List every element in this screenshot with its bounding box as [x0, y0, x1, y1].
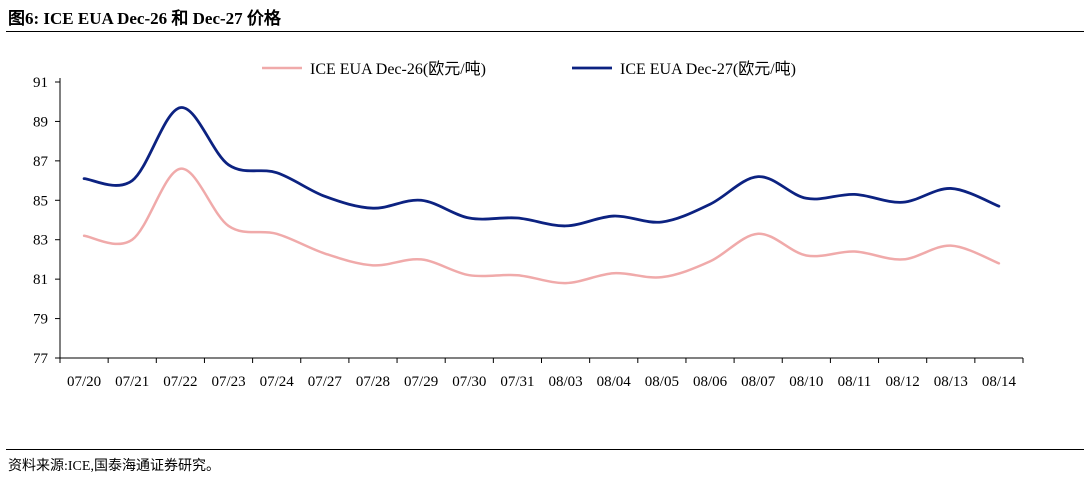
x-tick-label: 07/28 — [356, 374, 390, 390]
y-tick-label: 85 — [33, 193, 48, 209]
y-tick-label: 87 — [33, 154, 49, 170]
source-rule — [6, 449, 1084, 450]
axes: 77 79 81 83 85 87 89 91 07/20 07/21 07/22 07/23 07/2… — [33, 75, 1024, 390]
y-tick-label: 77 — [33, 351, 49, 367]
x-tick-label: 07/22 — [163, 374, 197, 390]
y-tick-label: 79 — [33, 312, 48, 328]
legend-label-1: ICE EUA Dec-26(欧元/吨) — [310, 60, 486, 78]
y-tick-label: 89 — [33, 114, 48, 130]
x-tick-label: 08/07 — [741, 374, 776, 390]
series-line-1 — [82, 167, 1001, 285]
x-tick-label: 08/03 — [548, 374, 582, 390]
x-tick-label: 07/27 — [308, 374, 343, 390]
y-tick-label: 91 — [33, 75, 48, 91]
x-tick-label: 08/06 — [693, 374, 728, 390]
x-tick-label: 07/31 — [500, 374, 534, 390]
x-tick-label: 07/29 — [404, 374, 438, 390]
title-rule — [6, 31, 1084, 32]
x-tick-label: 08/05 — [645, 374, 679, 390]
x-tick-label: 07/20 — [67, 374, 101, 390]
x-tick-label: 08/11 — [838, 374, 872, 390]
x-tick-label: 08/10 — [789, 374, 823, 390]
x-tick-label: 07/24 — [260, 374, 295, 390]
x-tick-label: 07/23 — [211, 374, 245, 390]
x-tick-label: 08/14 — [982, 374, 1017, 390]
y-tick-label: 83 — [33, 233, 48, 249]
y-tick-label: 81 — [33, 272, 48, 288]
legend: ICE EUA Dec-26(欧元/吨) ICE EUA Dec-27(欧元/吨) — [262, 60, 796, 78]
legend-label-2: ICE EUA Dec-27(欧元/吨) — [620, 60, 796, 78]
series-line-2 — [82, 106, 1001, 228]
x-tick-label: 07/30 — [452, 374, 486, 390]
x-tick-label: 07/21 — [115, 374, 149, 390]
x-tick-label: 08/13 — [934, 374, 968, 390]
x-tick-label: 08/04 — [597, 374, 632, 390]
chart-title: 图6: ICE EUA Dec-26 和 Dec-27 价格 — [8, 9, 281, 28]
series-layer — [82, 106, 1001, 285]
x-tick-label: 08/12 — [886, 374, 920, 390]
source-note: 资料来源:ICE,国泰海通证券研究。 — [8, 459, 220, 474]
